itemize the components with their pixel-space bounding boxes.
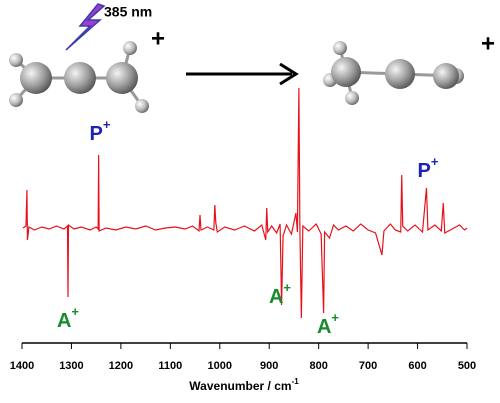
x-tick-label: 600 <box>408 360 426 372</box>
annotation-sup: + <box>103 117 111 132</box>
annotation-sup: + <box>71 304 79 319</box>
x-tick-label: 1300 <box>59 360 83 372</box>
peak-annotation: A+ <box>269 280 291 308</box>
molecule-left <box>9 41 149 113</box>
x-tick-label: 700 <box>359 360 377 372</box>
peak-annotation: P+ <box>90 117 111 145</box>
peak-annotation: P+ <box>418 154 439 182</box>
annotation-sup: + <box>331 310 339 325</box>
plus-sign: + <box>151 25 165 52</box>
x-axis-title-text: Wavenumber / cm <box>189 379 291 393</box>
photon-label: 385 nm <box>104 4 152 20</box>
molecule-right <box>323 41 464 105</box>
photon-bolt <box>65 3 106 51</box>
annotation-sup: + <box>283 280 291 295</box>
x-tick-label: 500 <box>458 360 476 372</box>
x-tick-label: 1100 <box>158 360 182 372</box>
reaction-arrow <box>186 62 299 86</box>
annotation-letter: A <box>317 316 331 338</box>
plus-sign: + <box>481 30 495 57</box>
annotation-letter: P <box>90 123 103 145</box>
annotation-letter: A <box>269 286 283 308</box>
x-tick-label: 1400 <box>10 360 34 372</box>
x-axis-title-sup: -1 <box>292 377 300 386</box>
annotation-sup: + <box>431 154 439 169</box>
peak-annotation: A+ <box>317 310 339 338</box>
spectrum-line <box>22 87 468 319</box>
annotation-letter: A <box>57 310 71 332</box>
x-tick-label: 1200 <box>109 360 133 372</box>
peak-annotation: A+ <box>57 304 79 332</box>
x-tick-label: 1000 <box>208 360 232 372</box>
x-tick-label: 800 <box>309 360 327 372</box>
x-axis-title: Wavenumber / cm-1 <box>189 377 299 393</box>
annotation-letter: P <box>418 160 431 182</box>
x-tick-label: 900 <box>260 360 278 372</box>
